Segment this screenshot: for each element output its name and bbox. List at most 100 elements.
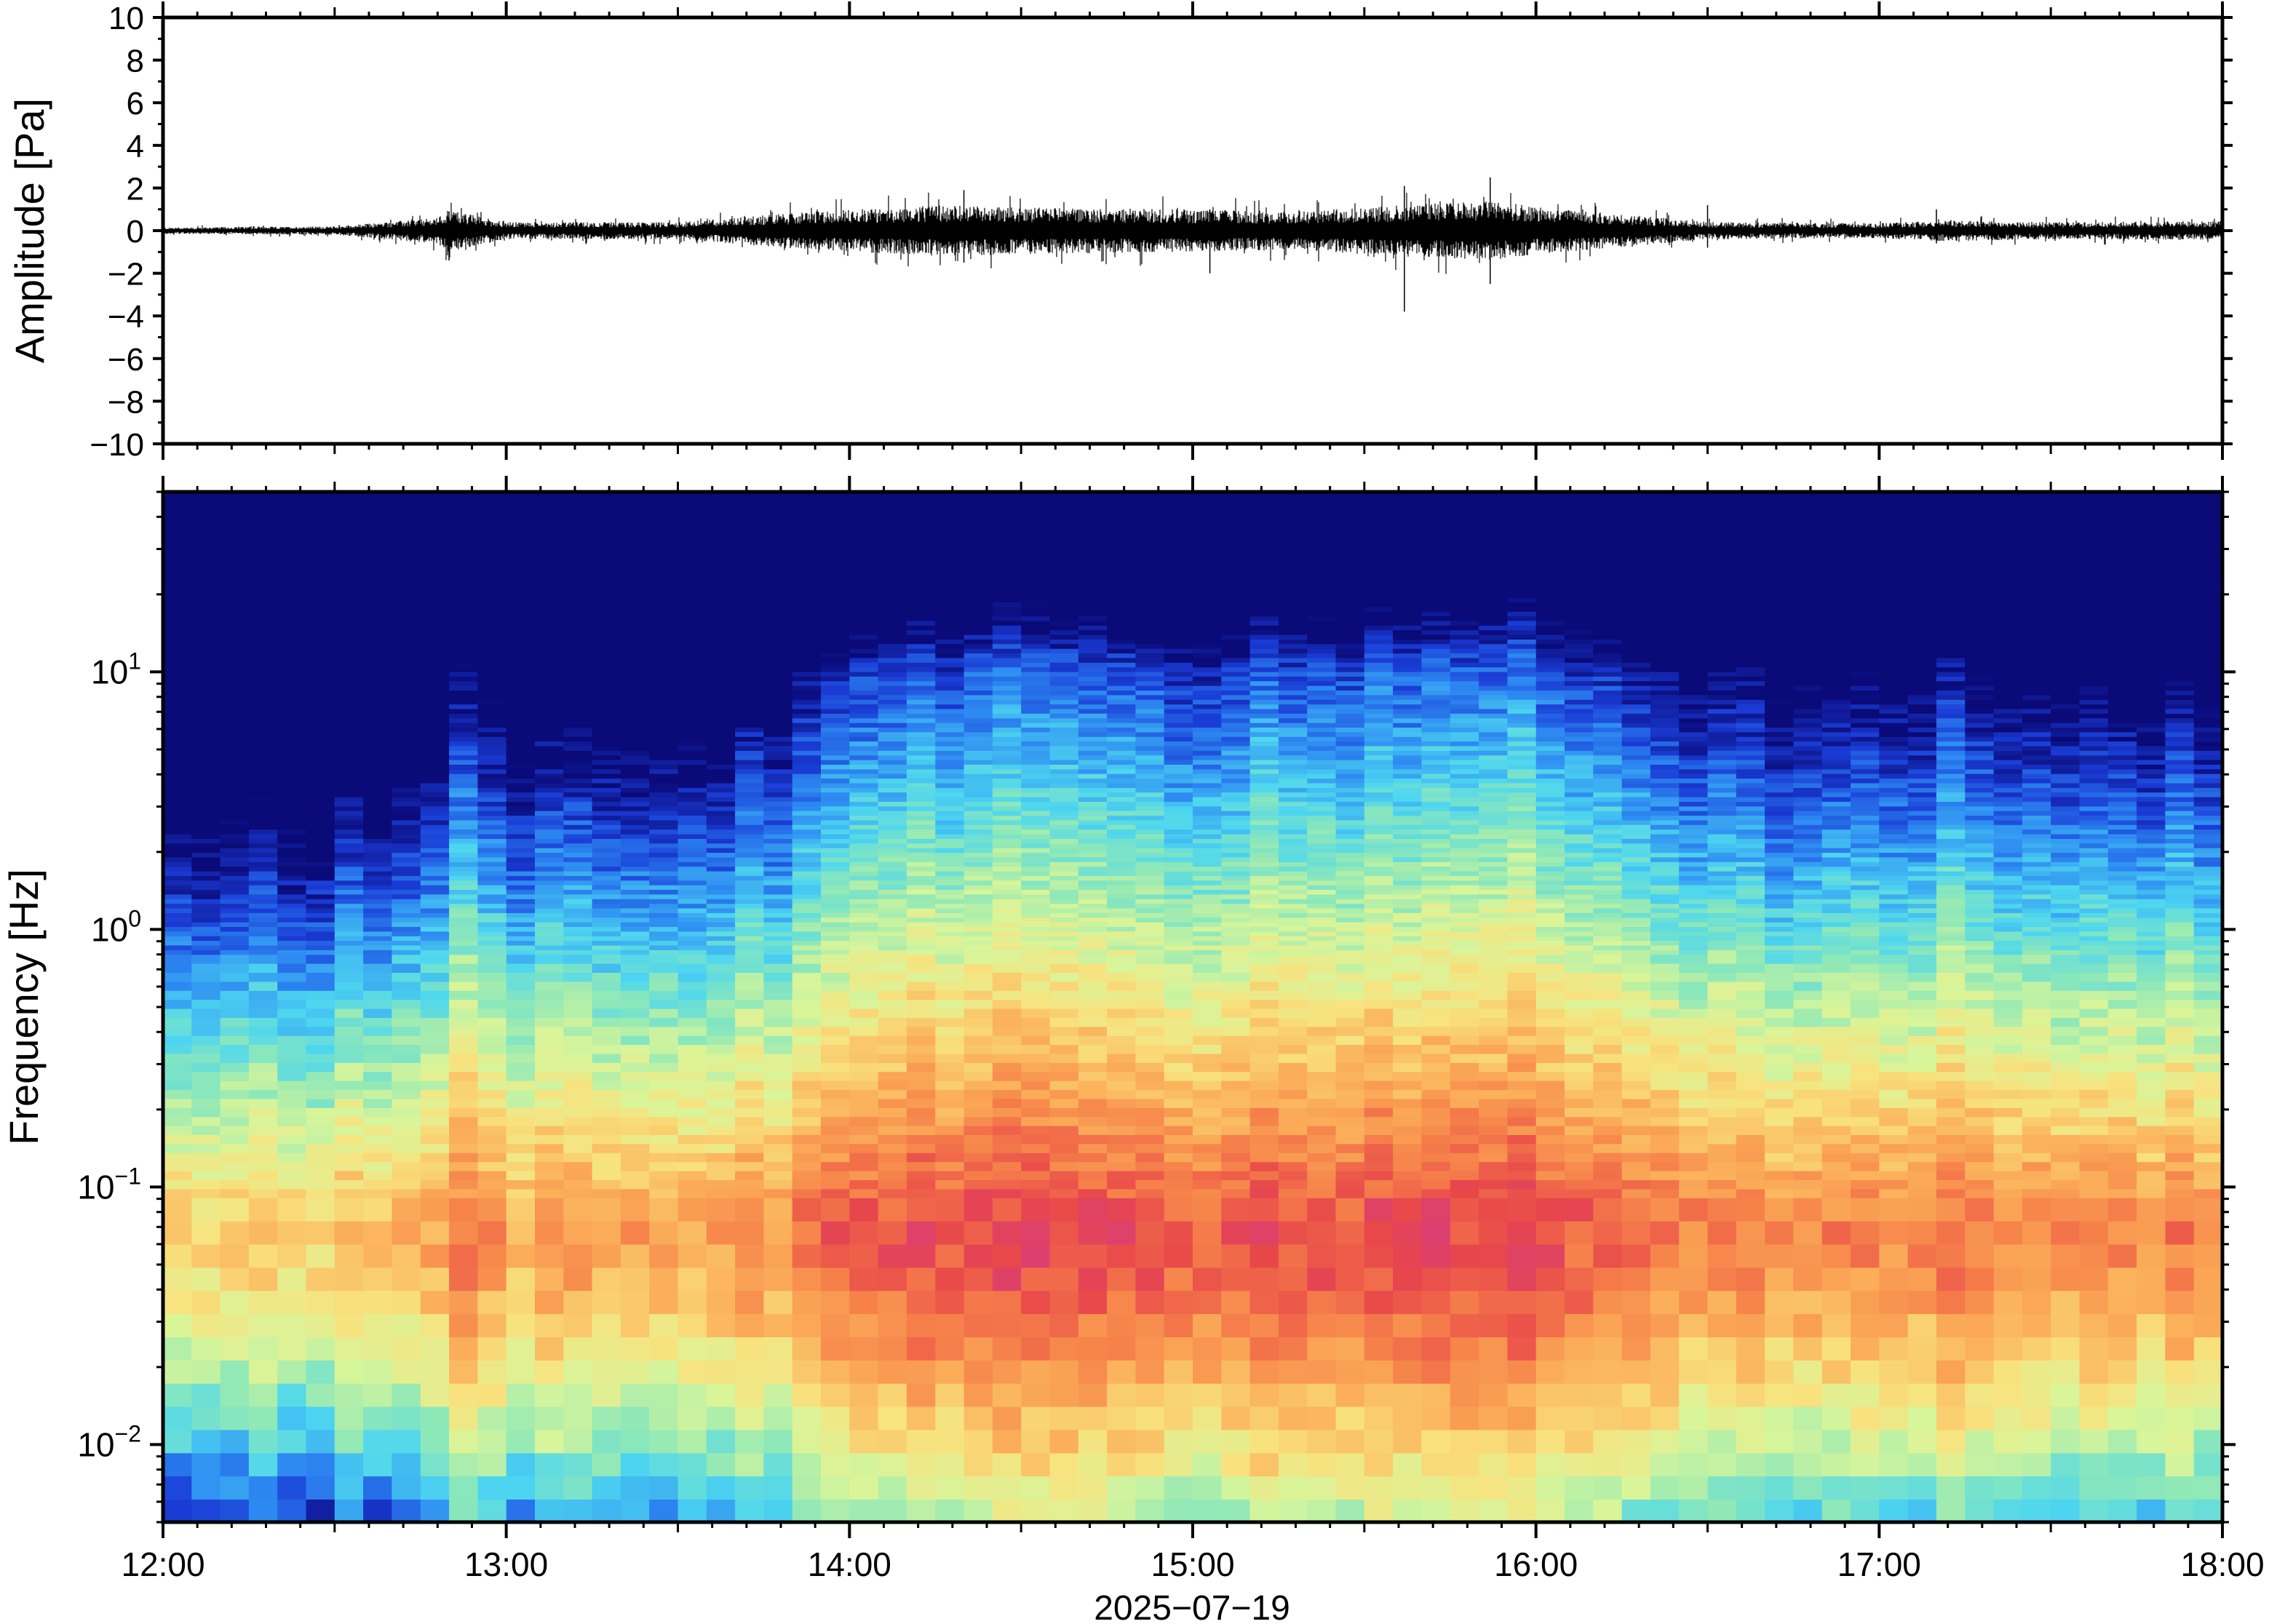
spectrogram-cell <box>592 1198 621 1222</box>
spectrogram-cell <box>849 764 879 770</box>
spectrogram-cell <box>792 657 822 663</box>
spectrogram-cell <box>334 1499 364 1522</box>
spectrogram-cell <box>191 1337 221 1361</box>
spectrogram-cell <box>821 514 851 520</box>
spectrogram-cell <box>1021 578 1051 584</box>
spectrogram-cell <box>420 1243 450 1268</box>
spectrogram-cell <box>420 1188 450 1198</box>
spectrogram-cell <box>706 829 736 835</box>
spectrogram-cell <box>1078 1098 1108 1108</box>
spectrogram-cell <box>1049 880 1079 885</box>
spectrogram-cell <box>306 1267 335 1291</box>
spectrogram-cell <box>449 1476 479 1500</box>
spectrogram-cell <box>191 680 221 686</box>
spectrogram-cell <box>563 972 593 982</box>
waveform-y-axis-title: Amplitude [Pa] <box>7 98 52 363</box>
spectrogram-cell <box>191 1143 221 1153</box>
spectrogram-cell <box>620 903 650 909</box>
spectrogram-cell <box>477 541 507 547</box>
spectrogram-cell <box>1021 1017 1051 1027</box>
spectrogram-cell <box>935 843 965 848</box>
spectrogram-cell <box>706 597 736 602</box>
spectrogram-cell <box>677 884 707 890</box>
spectrogram-cell <box>1021 815 1051 821</box>
spectrogram-cell <box>449 852 479 858</box>
spectrogram-cell <box>220 555 250 561</box>
spectrogram-cell <box>763 680 793 686</box>
spectrogram-cell <box>963 940 993 946</box>
spectrogram-cell <box>649 1382 679 1407</box>
spectrogram-cell <box>306 560 335 565</box>
spectrogram-cell <box>906 838 936 844</box>
spectrogram-cell <box>620 666 650 672</box>
spectrogram-cell <box>163 492 193 496</box>
spectrogram-cell <box>449 950 479 955</box>
spectrogram-cell <box>535 944 565 950</box>
spectrogram-cell <box>306 722 335 728</box>
spectrogram-cell <box>449 931 479 936</box>
spectrogram-cell <box>849 773 879 779</box>
spectrogram-cell <box>992 546 1022 552</box>
spectrogram-cell <box>1021 717 1051 723</box>
spectrogram-cell <box>1107 541 1137 547</box>
spectrogram-cell <box>506 657 536 663</box>
spectrogram-cell <box>191 504 221 510</box>
spectrogram-cell <box>1107 573 1137 580</box>
spectrogram-cell <box>878 1153 907 1163</box>
spectrogram-cell <box>878 1134 907 1145</box>
spectrogram-cell <box>277 1406 307 1430</box>
spectrogram-cell <box>392 1243 421 1268</box>
spectrogram-cell <box>477 1017 507 1027</box>
spectrogram-cell <box>620 899 650 904</box>
spectrogram-cell <box>220 1035 250 1046</box>
spectrogram-cell <box>220 1098 250 1108</box>
spectrogram-cell <box>1049 954 1079 964</box>
spectrogram-cell <box>1078 1313 1108 1337</box>
spectrogram-cell <box>248 713 278 719</box>
spectrogram-cell <box>220 782 250 788</box>
spectrogram-cell <box>677 1188 707 1198</box>
spectrogram-cell <box>535 755 565 760</box>
spectrogram-cell <box>449 1179 479 1190</box>
spectrogram-cell <box>706 884 736 890</box>
spectrogram-cell <box>363 750 393 756</box>
spectrogram-cell <box>620 805 650 811</box>
spectrogram-cell <box>649 773 679 779</box>
spectrogram-cell <box>220 1360 250 1384</box>
spectrogram-cell <box>906 926 936 932</box>
spectrogram-cell <box>506 717 536 723</box>
spectrogram-cell <box>849 1044 879 1054</box>
spectrogram-cell <box>1078 606 1108 612</box>
spectrogram-cell <box>792 944 822 950</box>
spectrogram-cell <box>878 819 907 825</box>
spectrogram-cell <box>420 755 450 760</box>
spectrogram-cell <box>477 824 507 830</box>
spectrogram-cell <box>1049 999 1079 1009</box>
waveform-y-tick-label: −10 <box>90 427 144 463</box>
spectrogram-cell <box>563 532 593 538</box>
spectrogram-cell <box>563 782 593 788</box>
spectrogram-cell <box>191 824 221 830</box>
spectrogram-cell <box>191 606 221 612</box>
spectrogram-cell <box>763 1017 793 1027</box>
spectrogram-cell <box>677 500 707 506</box>
spectrogram-cell <box>735 610 765 617</box>
spectrogram-cell <box>1078 727 1108 733</box>
spectrogram-cell <box>821 880 851 885</box>
spectrogram-cell <box>191 639 221 645</box>
spectrogram-cell <box>1107 801 1137 807</box>
spectrogram-cell <box>878 745 907 751</box>
spectrogram-cell <box>420 1313 450 1337</box>
spectrogram-cell <box>1107 1116 1137 1126</box>
spectrogram-cell <box>1107 1179 1137 1190</box>
spectrogram-cell <box>1078 963 1108 973</box>
spectrogram-cell <box>191 950 221 955</box>
spectrogram-cell <box>449 616 479 621</box>
spectrogram-cell <box>792 629 822 635</box>
spectrogram-cell <box>935 592 965 598</box>
spectrogram-cell <box>477 676 507 682</box>
spectrogram-cell <box>792 602 822 608</box>
spectrogram-cell <box>1078 792 1108 797</box>
spectrogram-cell <box>592 944 621 950</box>
spectrogram-cell <box>163 514 193 520</box>
